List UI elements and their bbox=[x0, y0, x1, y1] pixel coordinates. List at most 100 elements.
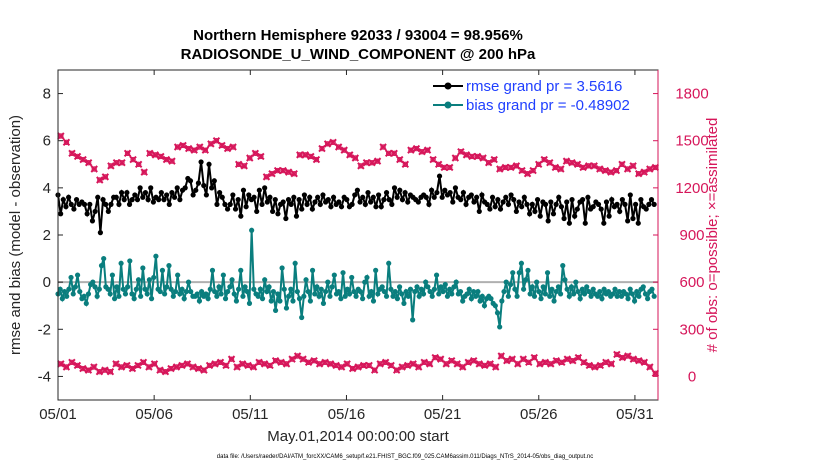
rmse-point bbox=[63, 204, 69, 210]
rmse-point bbox=[566, 220, 572, 226]
rmse-point bbox=[166, 201, 172, 207]
obs-possible-circle bbox=[454, 361, 460, 367]
obs-cross-stroke bbox=[255, 358, 263, 366]
obs-cross-stroke bbox=[646, 165, 654, 173]
obs-cross-stroke bbox=[156, 366, 164, 374]
bias-point bbox=[373, 267, 379, 273]
obs-high-point bbox=[151, 151, 160, 159]
bias-point bbox=[235, 286, 242, 292]
rmse-point bbox=[460, 189, 466, 196]
rmse-point bbox=[320, 192, 326, 198]
rmse-point bbox=[635, 220, 641, 226]
obs-cross-stroke bbox=[552, 357, 561, 365]
bias-point bbox=[645, 296, 651, 302]
obs-possible-circle bbox=[371, 367, 378, 373]
obs-high-point bbox=[218, 141, 226, 150]
obs-low-point bbox=[249, 363, 258, 371]
bias-point bbox=[401, 300, 407, 306]
obs-cross-stroke bbox=[321, 358, 329, 366]
obs-possible-circle bbox=[419, 149, 425, 155]
obs-cross-stroke bbox=[57, 360, 65, 368]
obs-possible-circle bbox=[80, 365, 86, 372]
obs-low-point bbox=[381, 358, 390, 366]
bias-point bbox=[416, 293, 422, 299]
rmse-point bbox=[58, 211, 64, 217]
rmse-point bbox=[293, 213, 300, 219]
bias-point bbox=[544, 270, 551, 276]
obs-possible-circle bbox=[424, 147, 431, 153]
legend-bias-marker bbox=[444, 101, 452, 109]
obs-low-point bbox=[315, 360, 324, 368]
bias-point bbox=[316, 293, 322, 299]
obs-cross-stroke bbox=[299, 355, 307, 363]
obs-low-point bbox=[62, 363, 71, 371]
obs-low-point bbox=[536, 360, 544, 368]
bias-point bbox=[383, 293, 390, 299]
rmse-point bbox=[617, 208, 623, 215]
obs-possible-circle bbox=[91, 364, 97, 370]
obs-possible-circle bbox=[294, 353, 301, 359]
obs-high-point bbox=[418, 148, 426, 156]
bias-point bbox=[405, 293, 411, 299]
obs-cross-stroke bbox=[584, 162, 593, 170]
bias-point bbox=[366, 293, 372, 299]
obs-possible-circle bbox=[250, 364, 257, 370]
obs-cross-stroke bbox=[635, 357, 643, 365]
rmse-point bbox=[524, 201, 530, 207]
rmse-point bbox=[156, 197, 162, 203]
obs-possible-circle bbox=[625, 353, 631, 359]
bias-point bbox=[309, 267, 316, 273]
obs-cross-stroke bbox=[359, 361, 368, 370]
obs-possible-circle bbox=[274, 167, 281, 174]
obs-possible-circle bbox=[191, 147, 197, 153]
bias-point bbox=[188, 288, 194, 295]
obs-possible-circle bbox=[74, 153, 81, 160]
rmse-point bbox=[227, 201, 233, 207]
rmse-point bbox=[304, 201, 310, 207]
rmse-point bbox=[137, 185, 143, 191]
obs-possible-circle bbox=[322, 359, 328, 365]
obs-possible-circle bbox=[597, 166, 603, 172]
bias-point bbox=[109, 272, 115, 278]
bias-point bbox=[573, 279, 579, 285]
obs-possible-circle bbox=[641, 359, 648, 365]
bias-point bbox=[292, 260, 298, 266]
obs-possible-circle bbox=[358, 163, 364, 169]
obs-possible-circle bbox=[252, 150, 259, 156]
bias-point bbox=[318, 286, 324, 292]
obs-cross-stroke bbox=[607, 360, 616, 368]
rmse-point bbox=[553, 201, 559, 207]
obs-cross-stroke bbox=[340, 146, 348, 154]
x-tick-label: 05/01 bbox=[39, 406, 77, 423]
bias-point bbox=[518, 260, 525, 266]
obs-possible-circle bbox=[124, 150, 131, 156]
bias-point bbox=[74, 272, 81, 278]
bias-point bbox=[586, 288, 592, 295]
rmse-point bbox=[529, 201, 535, 207]
obs-cross-stroke bbox=[90, 363, 98, 371]
obs-possible-circle bbox=[85, 160, 92, 166]
obs-high-point bbox=[57, 132, 65, 140]
bias-point bbox=[238, 267, 244, 273]
rmse-point bbox=[124, 189, 130, 196]
obs-possible-circle bbox=[213, 138, 220, 144]
obs-high-point bbox=[612, 166, 621, 175]
obs-possible-circle bbox=[630, 356, 637, 362]
bias-point bbox=[288, 286, 294, 292]
obs-cross-stroke bbox=[602, 358, 610, 366]
obs-low-point bbox=[161, 368, 170, 376]
obs-high-point bbox=[196, 143, 204, 151]
obs-cross-stroke bbox=[233, 363, 241, 371]
obs-low-point bbox=[216, 358, 225, 366]
chart-title: Northern Hemisphere 92033 / 93004 = 98.9… bbox=[193, 27, 523, 44]
series-rmse bbox=[55, 159, 657, 236]
rmse-point bbox=[497, 206, 504, 212]
rmse-point bbox=[256, 187, 262, 193]
obs-high-point bbox=[223, 144, 232, 153]
obs-cross-stroke bbox=[541, 358, 549, 366]
rmse-point bbox=[317, 201, 323, 207]
bias-point bbox=[240, 293, 246, 299]
rmse-point bbox=[118, 189, 125, 196]
obs-low-point bbox=[172, 363, 181, 371]
obs-possible-circle bbox=[636, 358, 642, 364]
